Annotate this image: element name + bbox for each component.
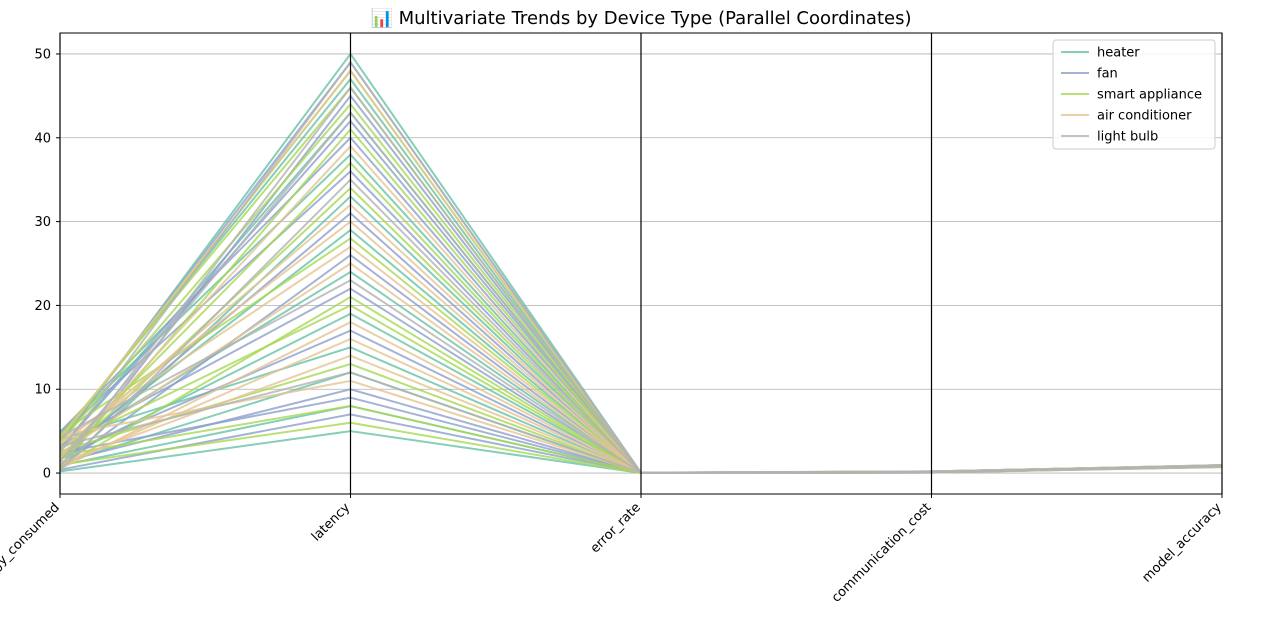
y-tick-label: 30 — [34, 215, 51, 230]
legend-label: smart appliance — [1097, 88, 1202, 103]
legend-box — [1052, 39, 1216, 150]
x-axis-label: latency — [309, 500, 354, 545]
y-tick-label: 0 — [43, 467, 51, 482]
chart-title: 📊 Multivariate Trends by Device Type (Pa… — [370, 7, 911, 29]
y-ticks: 0 10 20 30 40 50 — [34, 47, 1223, 498]
y-tick-label: 20 — [34, 299, 51, 314]
legend-label: light bulb — [1097, 130, 1158, 145]
legend-label: air conditioner — [1097, 109, 1192, 124]
x-axis-label: communication_cost — [829, 500, 934, 605]
legend-label: fan — [1097, 67, 1118, 82]
y-tick-label: 10 — [34, 383, 51, 398]
legend: heater fan smart appliance air conditioner l… — [1052, 39, 1216, 150]
x-axis-label: energy_consumed — [0, 500, 63, 595]
y-tick-label: 40 — [34, 131, 51, 146]
x-axis-labels: energy_consumed latency error_rate communic… — [0, 500, 1225, 606]
x-axis-label: model_accuracy — [1140, 500, 1226, 586]
y-tick-label: 50 — [34, 47, 51, 62]
x-axis-label: error_rate — [588, 500, 644, 556]
legend-label: heater — [1097, 46, 1140, 61]
